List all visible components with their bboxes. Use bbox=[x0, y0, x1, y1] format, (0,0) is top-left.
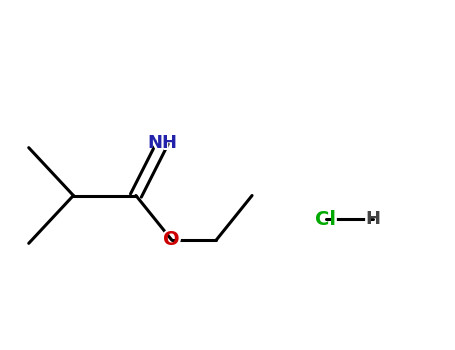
Text: H: H bbox=[363, 208, 383, 231]
Text: NH: NH bbox=[143, 131, 182, 155]
Text: Cl: Cl bbox=[315, 210, 336, 229]
Text: NH: NH bbox=[148, 134, 178, 152]
Text: Cl: Cl bbox=[312, 208, 339, 231]
Text: O: O bbox=[161, 228, 182, 252]
Text: O: O bbox=[163, 230, 180, 250]
Text: H: H bbox=[365, 210, 380, 229]
